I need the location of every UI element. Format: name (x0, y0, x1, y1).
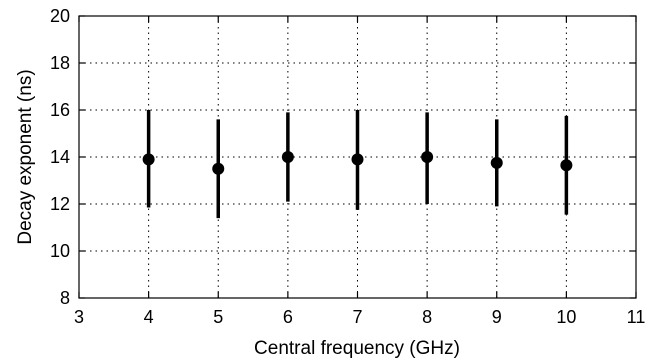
y-tick-label: 18 (50, 53, 70, 73)
data-point (212, 162, 225, 175)
y-tick-labels: 8 10 12 14 16 18 20 (50, 6, 70, 308)
y-tick-label: 12 (50, 194, 70, 214)
x-tick-label: 11 (627, 307, 646, 327)
y-axis-label: Decay exponent (ns) (15, 69, 36, 244)
x-tick-label: 6 (283, 307, 293, 327)
x-tick-label: 9 (492, 307, 502, 327)
x-tick-label: 7 (352, 307, 362, 327)
x-tick-label: 4 (144, 307, 154, 327)
data-point (351, 153, 364, 166)
plot-frame (78, 15, 637, 299)
x-tick-label: 10 (556, 307, 576, 327)
data-point (281, 151, 294, 163)
data-point (560, 159, 573, 172)
data-point (142, 153, 155, 166)
x-tick-label: 3 (74, 307, 84, 327)
y-tick-label: 20 (50, 6, 70, 26)
x-tick-label: 8 (422, 307, 432, 327)
y-tick-label: 16 (50, 100, 70, 120)
x-tick-label: 5 (213, 307, 223, 327)
data-point (490, 156, 503, 169)
y-tick-label: 14 (50, 147, 70, 167)
data-marks (142, 110, 573, 219)
y-tick-label: 10 (50, 241, 70, 261)
x-tick-labels: 3 4 5 6 7 8 9 10 11 (74, 307, 645, 327)
x-axis-label: Central frequency (GHz) (254, 338, 460, 359)
y-tick-label: 8 (60, 288, 70, 308)
data-point (421, 151, 434, 163)
